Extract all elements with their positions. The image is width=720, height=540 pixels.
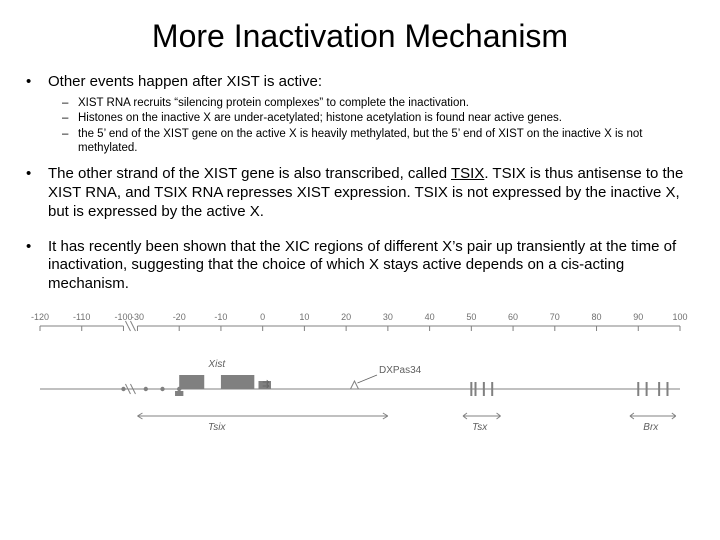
svg-text:0: 0	[260, 312, 265, 322]
bullet-1-lead: Other events happen after XIST is active…	[48, 73, 700, 92]
bullet-3: It has recently been shown that the XIC …	[20, 238, 700, 294]
svg-text:80: 80	[592, 312, 602, 322]
svg-text:-30: -30	[131, 312, 144, 322]
gene-diagram: -120-110-100-30-20-100102030405060708090…	[30, 304, 700, 459]
svg-text:30: 30	[383, 312, 393, 322]
bullet-3-text: It has recently been shown that the XIC …	[48, 238, 700, 294]
svg-text:Tsix: Tsix	[208, 422, 226, 433]
svg-text:-120: -120	[31, 312, 49, 322]
diagram-svg: -120-110-100-30-20-100102030405060708090…	[30, 304, 690, 454]
svg-text:40: 40	[425, 312, 435, 322]
svg-text:-110: -110	[73, 312, 90, 322]
page-title: More Inactivation Mechanism	[20, 18, 700, 55]
svg-text:DXPas34: DXPas34	[379, 365, 422, 376]
svg-text:-10: -10	[214, 312, 227, 322]
b2-part1: The other strand of the XIST gene is als…	[48, 165, 451, 182]
svg-text:20: 20	[341, 312, 351, 322]
svg-text:90: 90	[633, 312, 643, 322]
svg-text:50: 50	[466, 312, 476, 322]
main-list: Other events happen after XIST is active…	[20, 73, 700, 294]
svg-text:Xist: Xist	[207, 359, 226, 370]
bullet-1: Other events happen after XIST is active…	[20, 73, 700, 155]
svg-text:Brx: Brx	[643, 422, 659, 433]
b2-tsix: TSIX	[451, 165, 484, 182]
sub-3: the 5’ end of the XIST gene on the activ…	[62, 127, 700, 156]
svg-text:70: 70	[550, 312, 560, 322]
svg-text:100: 100	[672, 312, 687, 322]
sub-1: XIST RNA recruits “silencing protein com…	[62, 96, 700, 110]
svg-text:Tsx: Tsx	[472, 422, 488, 433]
bullet-2: The other strand of the XIST gene is als…	[20, 165, 700, 221]
sub-2: Histones on the inactive X are under-ace…	[62, 111, 700, 125]
svg-text:10: 10	[299, 312, 309, 322]
svg-text:60: 60	[508, 312, 518, 322]
svg-text:-100: -100	[114, 312, 132, 322]
bullet-1-sublist: XIST RNA recruits “silencing protein com…	[48, 96, 700, 156]
bullet-2-text: The other strand of the XIST gene is als…	[48, 165, 700, 221]
svg-text:-20: -20	[173, 312, 186, 322]
